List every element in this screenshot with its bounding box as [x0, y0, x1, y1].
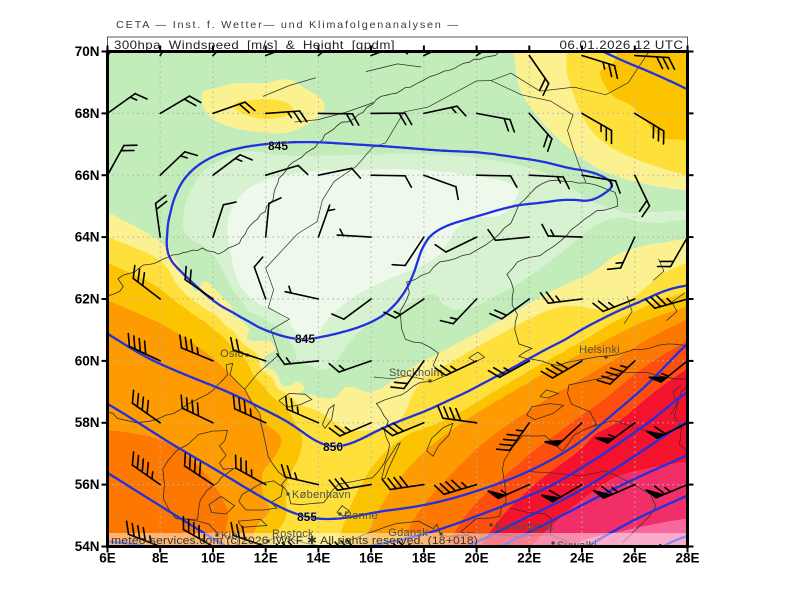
svg-text:Gdansk: Gdansk [388, 527, 428, 539]
svg-text:København: København [292, 489, 351, 501]
svg-text:20E: 20E [465, 551, 489, 566]
svg-text:meteo-services.com (c)2026 IW: meteo-services.com (c)2026 IWKF ✱ All ri… [111, 535, 478, 547]
svg-text:62N: 62N [75, 292, 100, 307]
svg-text:24E: 24E [570, 551, 594, 566]
svg-text:845: 845 [295, 332, 315, 346]
svg-text:Kiel: Kiel [221, 530, 241, 542]
svg-text:26E: 26E [623, 551, 647, 566]
svg-text:14E: 14E [306, 551, 330, 566]
svg-text:8E: 8E [152, 551, 169, 566]
svg-text:28E: 28E [675, 551, 699, 566]
svg-text:58N: 58N [75, 415, 100, 430]
svg-text:64N: 64N [75, 230, 100, 245]
svg-text:22E: 22E [517, 551, 541, 566]
svg-text:CETA — Inst. f. Wetter— und Kl: CETA — Inst. f. Wetter— und Klimafolgena… [116, 19, 460, 31]
svg-text:Ronne: Ronne [344, 510, 378, 522]
svg-text:54N: 54N [75, 539, 100, 554]
svg-text:Oslo: Oslo [220, 348, 244, 360]
svg-text:06.01.2026 12 UTC: 06.01.2026 12 UTC [560, 38, 684, 52]
svg-text:66N: 66N [75, 168, 100, 183]
svg-text:10E: 10E [201, 551, 225, 566]
svg-text:12E: 12E [254, 551, 278, 566]
svg-text:18E: 18E [412, 551, 436, 566]
svg-text:16E: 16E [359, 551, 383, 566]
svg-text:850: 850 [323, 440, 343, 454]
svg-text:Helsinki: Helsinki [579, 344, 620, 356]
svg-text:855: 855 [297, 510, 317, 524]
svg-text:Kaliningrad: Kaliningrad [495, 521, 553, 533]
svg-text:Rostock: Rostock [272, 528, 314, 540]
svg-text:56N: 56N [75, 477, 100, 492]
svg-text:70N: 70N [75, 44, 100, 59]
svg-text:Suwalki: Suwalki [557, 540, 597, 552]
svg-text:68N: 68N [75, 106, 100, 121]
svg-text:60N: 60N [75, 353, 100, 368]
svg-text:300hpa_Windspeed_[m/s]_&_Heigh: 300hpa_Windspeed_[m/s]_&_Height_[gpdm] [114, 38, 395, 52]
svg-text:6E: 6E [99, 551, 116, 566]
svg-text:845: 845 [268, 139, 288, 153]
